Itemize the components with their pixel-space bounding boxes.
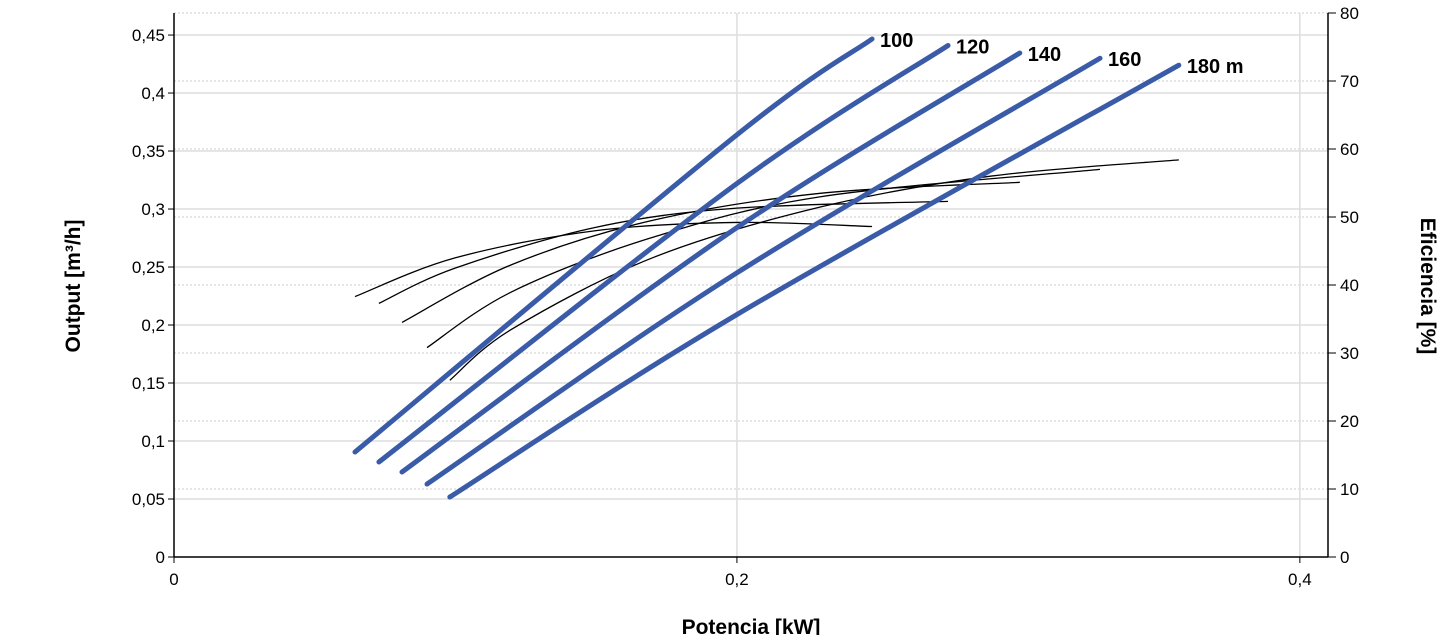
y-axis-label: Output [m³/h] <box>62 220 85 353</box>
y2-tick-label: 30 <box>1340 344 1359 363</box>
y2-tick-label: 50 <box>1340 208 1359 227</box>
y2-tick-label: 40 <box>1340 276 1359 295</box>
y-tick-label: 0,3 <box>141 200 165 219</box>
axes: 00,050,10,150,20,250,30,350,40,450102030… <box>132 4 1359 589</box>
efficiency-curve-180 <box>449 159 1179 381</box>
output-curve-100 <box>352 36 875 455</box>
curve-label: 180 m <box>1187 56 1244 78</box>
output-curve-140 <box>399 50 1023 475</box>
x-tick-label: 0,2 <box>725 570 749 589</box>
y-tick-label: 0,45 <box>132 26 165 45</box>
y2-axis-label: Eficiencia [%] <box>1416 218 1439 355</box>
y-tick-label: 0,15 <box>132 374 165 393</box>
curve-label: 100 <box>880 30 913 52</box>
y2-tick-label: 20 <box>1340 412 1359 431</box>
y2-tick-label: 0 <box>1340 548 1349 567</box>
curve-label: 140 <box>1028 44 1061 66</box>
output-curve-160 <box>424 55 1103 487</box>
curve-labels: 100 120 140 160 180 m <box>880 30 1244 78</box>
efficiency-curve-100 <box>354 221 873 298</box>
y2-tick-label: 70 <box>1340 72 1359 91</box>
x-tick-label: 0 <box>169 570 178 589</box>
output-curve-180 <box>447 62 1182 500</box>
x-tick-label: 0,4 <box>1288 570 1312 589</box>
y-tick-label: 0,05 <box>132 490 165 509</box>
grid <box>174 12 1328 557</box>
output-curves <box>352 36 1182 500</box>
output-curve-120 <box>376 42 951 465</box>
curve-label: 160 <box>1108 49 1141 71</box>
curve-label: 120 <box>956 36 989 58</box>
y-tick-label: 0,4 <box>141 84 165 103</box>
y-tick-label: 0 <box>156 548 165 567</box>
y-tick-label: 0,1 <box>141 432 165 451</box>
y2-tick-label: 60 <box>1340 140 1359 159</box>
y-tick-label: 0,35 <box>132 142 165 161</box>
x-axis-label: Potencia [kW] <box>682 616 821 635</box>
y-tick-label: 0,25 <box>132 258 165 277</box>
y-tick-label: 0,2 <box>141 316 165 335</box>
y2-tick-label: 80 <box>1340 4 1359 23</box>
y2-tick-label: 10 <box>1340 480 1359 499</box>
